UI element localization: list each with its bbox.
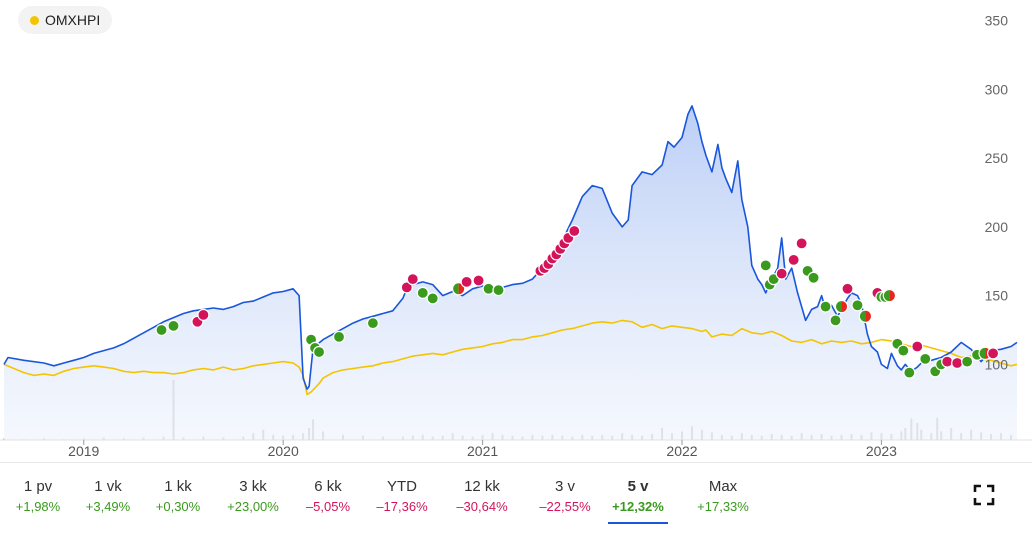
trade-marker-buy — [919, 352, 932, 365]
period-label: 1 kk — [164, 478, 192, 495]
trade-marker-sell — [460, 275, 473, 288]
main-series-area — [4, 105, 1017, 441]
trade-marker-sell — [400, 281, 413, 294]
y-axis: 100 150 200 250 300 350 — [985, 13, 1009, 373]
trade-marker-buy — [819, 300, 832, 313]
period-label: 3 v — [554, 478, 575, 495]
y-tick-label: 100 — [985, 356, 1009, 372]
period-1-pv[interactable]: 1 pv +1,98% — [3, 470, 73, 515]
period-1-kk[interactable]: 1 kk +0,30% — [143, 470, 213, 515]
x-tick-label: 2019 — [68, 443, 99, 459]
trade-marker-buy — [829, 314, 842, 327]
trade-marker-buy — [167, 319, 180, 332]
period-change: –17,36% — [376, 499, 428, 514]
trade-marker-buy — [851, 299, 864, 312]
period-change: +12,32% — [612, 499, 664, 514]
trade-marker-sell — [911, 340, 924, 353]
trade-marker-buy — [807, 271, 820, 284]
period-change: +3,49% — [85, 499, 131, 514]
y-tick-label: 150 — [985, 288, 1009, 304]
period-change: +23,00% — [227, 499, 279, 514]
trade-marker-sell — [775, 267, 788, 280]
trade-marker-mixed — [882, 288, 897, 303]
period-6-kk[interactable]: 6 kk –5,05% — [293, 470, 363, 515]
period-label: 6 kk — [314, 478, 342, 495]
price-chart[interactable]: 100 150 200 250 300 350 2019 2020 2021 2022 2023 — [0, 0, 1032, 462]
period-12-kk[interactable]: 12 kk –30,64% — [447, 470, 517, 515]
trade-marker-sell — [951, 356, 964, 370]
period-change: +17,33% — [697, 499, 749, 514]
index-series — [3, 319, 1018, 396]
fullscreen-icon[interactable] — [972, 483, 996, 507]
period-label: Max — [708, 478, 738, 495]
index-series-line — [3, 319, 1018, 396]
x-tick-label: 2021 — [467, 443, 498, 459]
trade-marker-buy — [416, 286, 429, 299]
series-area — [4, 105, 1017, 441]
y-tick-label: 350 — [985, 13, 1009, 29]
trade-marker-sell — [841, 282, 854, 295]
period-change: +1,98% — [15, 499, 61, 514]
trade-marker-buy — [155, 323, 168, 337]
x-tick-label: 2023 — [866, 443, 897, 459]
period-label: 5 v — [627, 478, 649, 495]
period-max[interactable]: Max +17,33% — [688, 470, 758, 515]
period-label: YTD — [387, 478, 417, 495]
period-change: –30,64% — [456, 499, 508, 514]
trade-markers — [155, 224, 1000, 379]
trade-marker-buy — [426, 292, 439, 305]
trade-marker-buy — [492, 284, 505, 297]
x-tick-label: 2020 — [268, 443, 299, 459]
trade-marker-sell — [941, 355, 954, 368]
period-label: 3 kk — [239, 478, 267, 495]
trade-marker-buy — [332, 330, 346, 343]
active-period-underline — [608, 522, 668, 524]
trade-marker-mixed — [858, 309, 873, 323]
trade-marker-sell — [472, 274, 485, 287]
trade-marker-buy — [903, 366, 916, 379]
trade-marker-buy — [897, 344, 910, 357]
trade-marker-buy — [961, 355, 974, 368]
period-label: 1 vk — [94, 478, 122, 495]
y-tick-label: 200 — [985, 219, 1009, 235]
period-change: –22,55% — [539, 499, 591, 514]
period-selector: 1 pv +1,98% 1 vk +3,49% 1 kk +0,30% 3 kk +23,00… — [0, 470, 800, 530]
trade-marker-sell — [406, 273, 419, 286]
x-tick-label: 2022 — [666, 443, 697, 459]
trade-marker-sell — [986, 347, 1000, 360]
trade-marker-buy — [482, 282, 495, 295]
divider — [0, 462, 1032, 463]
x-axis: 2019 2020 2021 2022 2023 — [0, 439, 1032, 459]
y-tick-label: 250 — [985, 150, 1009, 166]
period-1-vk[interactable]: 1 vk +3,49% — [73, 470, 143, 515]
trade-marker-buy — [759, 259, 772, 272]
legend-chip[interactable]: OMXHPI — [18, 6, 113, 34]
period-label: 1 pv — [23, 478, 53, 495]
trade-marker-sell — [568, 224, 581, 238]
period-5-v[interactable]: 5 v +12,32% — [603, 470, 673, 524]
trade-marker-mixed — [834, 299, 849, 314]
period-3-kk[interactable]: 3 kk +23,00% — [218, 470, 288, 515]
legend-label: OMXHPI — [45, 12, 101, 28]
trade-marker-buy — [312, 345, 326, 359]
y-tick-label: 300 — [985, 81, 1009, 97]
trade-marker-sell — [787, 253, 800, 266]
period-3-v[interactable]: 3 v –22,55% — [530, 470, 600, 515]
period-change: –5,05% — [305, 499, 351, 514]
legend-dot-icon — [30, 15, 39, 25]
trade-marker-sell — [197, 308, 210, 321]
period-label: 12 kk — [464, 478, 500, 495]
period-change: +0,30% — [155, 499, 201, 514]
period-ytd[interactable]: YTD –17,36% — [367, 470, 437, 515]
trade-marker-sell — [795, 237, 808, 250]
trade-marker-buy — [366, 317, 380, 330]
